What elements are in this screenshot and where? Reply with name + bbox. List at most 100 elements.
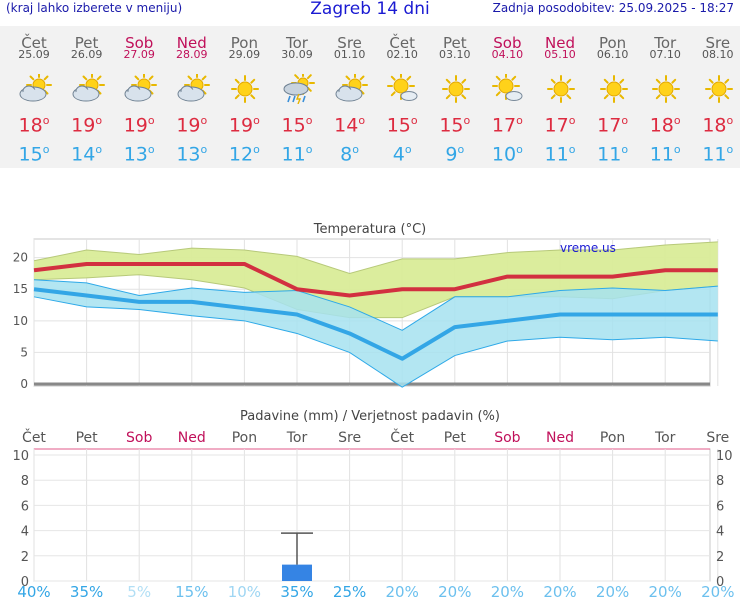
day-column: Ned 28.09 19o 13o <box>166 26 218 168</box>
y-tick-label: 10 <box>13 314 28 328</box>
sun-cloud-small-icon <box>387 74 418 101</box>
day-column: Tor 07.10 18o 11o <box>639 26 691 168</box>
day-name: Sre <box>705 34 731 52</box>
day-column: Sob 04.10 17o 10o <box>481 26 533 168</box>
min-temperature-value: 11 <box>702 143 727 166</box>
precipitation-plot-area <box>33 448 711 582</box>
min-temperature: 10o <box>491 143 523 166</box>
max-temperature: 18o <box>702 114 734 137</box>
x-tick-label: Tor <box>286 430 308 446</box>
precipitation-chart-title: Padavine (mm) / Verjetnost padavin (%) <box>240 409 500 424</box>
y-tick-label: 0 <box>20 377 28 391</box>
max-temperature: 15o <box>281 114 313 137</box>
max-temperature: 18o <box>649 114 681 137</box>
max-temperature-band <box>34 241 718 318</box>
cloudy-sun-icon <box>19 74 52 102</box>
day-date: 08.10 <box>702 48 734 61</box>
day-date: 06.10 <box>596 48 629 61</box>
precipitation-probability: 20% <box>386 583 419 600</box>
y-tick-label: 20 <box>13 251 28 265</box>
daily-forecast-strip: Čet 25.09 18o 15o Pet 26.09 19o 14o Sob 27.09 19o 1… <box>0 26 740 168</box>
min-temperature: 11o <box>544 143 576 166</box>
day-column: Tor 30.09 15o 11o <box>271 26 323 168</box>
max-temperature-value: 18 <box>649 114 674 137</box>
precipitation-probability: 20% <box>649 583 682 600</box>
max-temperature: 19o <box>176 114 208 137</box>
max-temperature: 19o <box>228 114 260 137</box>
cloudy-sun-icon <box>335 74 368 102</box>
day-column: Sre 08.10 18o 11o <box>692 26 740 168</box>
band-upper-edge <box>33 241 718 274</box>
min-temperature: 13o <box>123 143 155 166</box>
min-temperature-value: 11 <box>544 143 569 166</box>
y-tick-label-right: 8 <box>716 474 724 489</box>
day-date: 07.10 <box>649 48 681 61</box>
day-date: 05.10 <box>544 48 576 61</box>
precipitation-probability: 20% <box>701 583 734 600</box>
max-temperature-value: 15 <box>386 114 411 137</box>
max-temperature-value: 17 <box>491 114 517 137</box>
rain-storm-icon <box>283 74 315 104</box>
x-tick-label: Čet <box>22 428 46 446</box>
y-tick-label-right: 2 <box>716 550 724 565</box>
min-temperature: 11o <box>281 143 313 166</box>
min-temperature: 9o <box>445 143 465 166</box>
min-temperature-value: 11 <box>281 143 306 166</box>
min-temperature: 11o <box>702 143 734 166</box>
last-update: Zadnja posodobitev: 25.09.2025 - 18:27 <box>492 1 734 15</box>
max-temperature: 17o <box>597 114 629 137</box>
min-temperature-value: 13 <box>176 143 201 166</box>
x-tick-label: Čet <box>390 428 414 446</box>
y-tick-label-right: 6 <box>716 499 724 514</box>
x-tick-label: Sre <box>338 430 361 446</box>
x-tick-label: Pon <box>600 430 625 446</box>
max-temperature-value: 14 <box>334 114 359 137</box>
precipitation-bar <box>282 564 312 581</box>
cloudy-sun-icon <box>72 74 105 102</box>
max-temperature-value: 19 <box>71 114 96 137</box>
precipitation-probability: 35% <box>280 583 313 600</box>
min-temperature-value: 15 <box>18 143 43 166</box>
day-date: 01.10 <box>333 48 366 61</box>
min-temperature-band <box>34 279 718 388</box>
max-temperature: 15o <box>386 114 418 137</box>
x-tick-label: Pet <box>76 430 99 446</box>
day-name: Tor <box>286 34 308 52</box>
day-date: 26.09 <box>70 48 103 61</box>
min-temperature-line <box>33 287 718 361</box>
band-upper-edge <box>33 279 718 331</box>
day-column: Pon 29.09 19o 12o <box>218 26 270 168</box>
day-column: Čet 25.09 18o 15o <box>8 26 60 168</box>
min-temperature: 8o <box>340 143 359 166</box>
y-tick-label-left: 10 <box>12 449 29 464</box>
precipitation-probability: 20% <box>543 583 576 600</box>
x-tick-label: Ned <box>178 430 206 446</box>
sun-icon <box>547 75 575 103</box>
y-tick-label-left: 0 <box>21 575 29 590</box>
day-name: Pon <box>230 34 258 52</box>
max-temperature: 17o <box>491 114 523 137</box>
min-temperature: 11o <box>597 143 629 166</box>
day-name: Ned <box>176 34 207 52</box>
precipitation-probability: 15% <box>175 583 208 600</box>
precipitation-probability: 20% <box>491 583 524 600</box>
sun-icon <box>441 75 470 103</box>
max-temperature-value: 17 <box>544 114 569 137</box>
location-hint[interactable]: (kraj lahko izberete v meniju) <box>6 1 183 15</box>
temperature-chart-title: Temperatura (°C) <box>313 222 426 237</box>
day-name: Sob <box>493 34 522 52</box>
precipitation-probability: 35% <box>70 583 103 600</box>
max-temperature-value: 18 <box>18 114 43 137</box>
max-temperature: 19o <box>123 114 155 137</box>
min-temperature-value: 8 <box>340 143 353 166</box>
day-name: Ned <box>545 34 575 52</box>
day-column: Sre 01.10 14o 8o <box>324 26 376 168</box>
watermark: vreme.us <box>560 241 616 255</box>
y-tick-label-left: 2 <box>21 550 29 565</box>
x-tick-label: Pet <box>444 430 467 446</box>
max-temperature-value: 15 <box>439 114 464 137</box>
day-column: Ned 05.10 17o 11o <box>534 26 586 168</box>
max-temperature-line <box>33 261 718 298</box>
sun-cloud-small-icon <box>492 74 523 101</box>
